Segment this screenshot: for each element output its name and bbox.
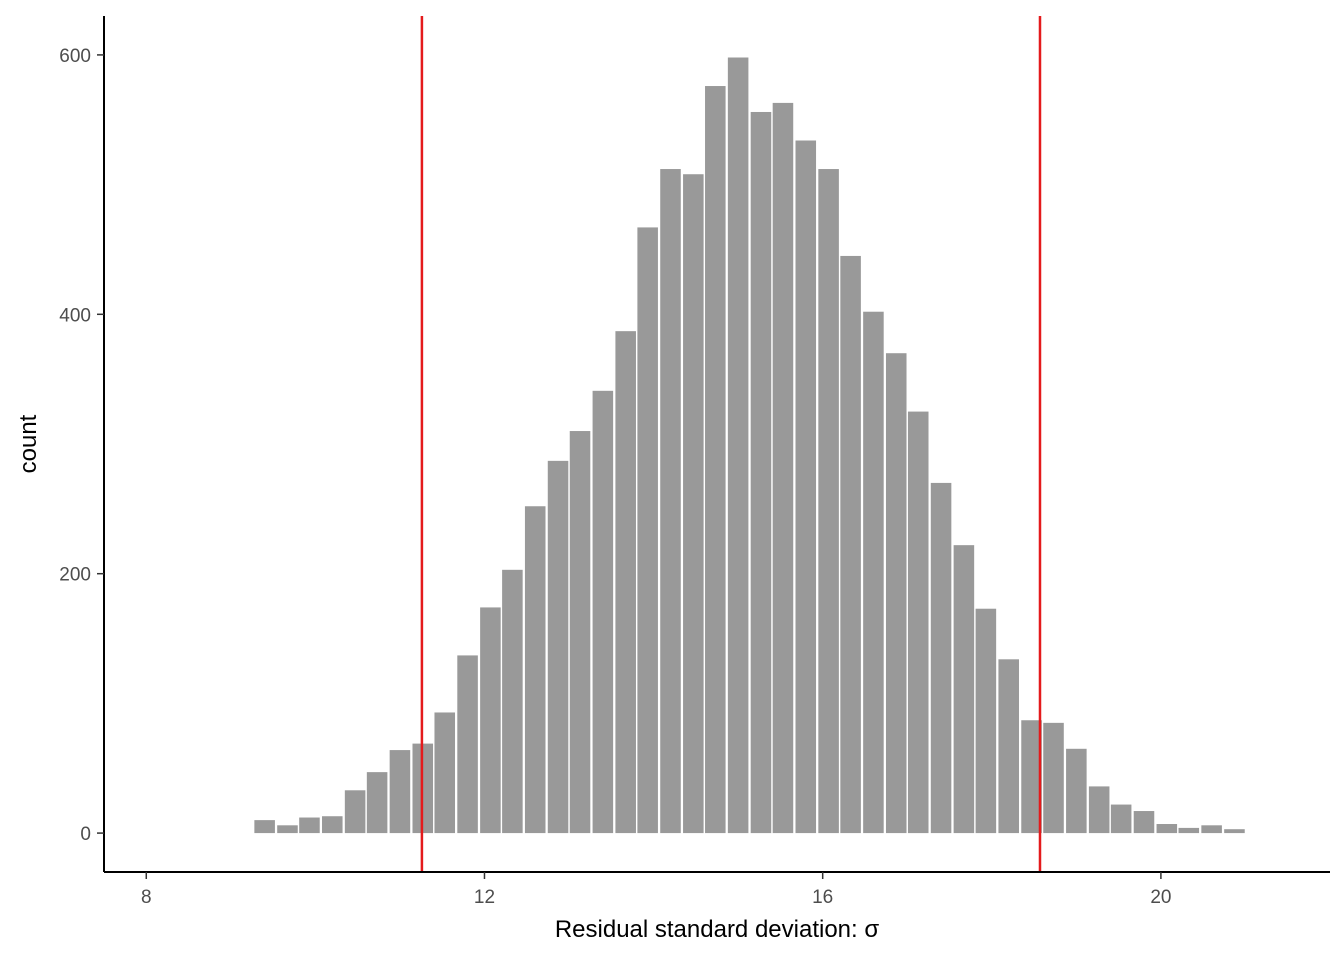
- histogram-bar: [299, 817, 320, 834]
- x-axis-ticks: 8 12 16 20: [141, 872, 1171, 908]
- x-tick-label: 12: [474, 887, 495, 908]
- y-tick-label: 600: [59, 46, 91, 67]
- histogram-bar: [975, 608, 997, 834]
- histogram-bar: [637, 227, 658, 834]
- histogram-bar: [389, 750, 411, 834]
- histogram-bar: [683, 174, 704, 834]
- histogram-bar: [524, 506, 546, 834]
- x-tick-label: 16: [812, 887, 833, 908]
- histogram-bar: [885, 353, 907, 834]
- histogram-bar: [592, 390, 614, 834]
- histogram-bar: [254, 820, 275, 834]
- x-tick-label: 20: [1150, 887, 1171, 908]
- histogram-bar: [1178, 827, 1200, 834]
- y-tick-label: 0: [80, 824, 91, 845]
- histogram-bar: [480, 607, 501, 834]
- histogram-bar: [457, 655, 478, 834]
- histogram-bar: [1201, 825, 1222, 834]
- histogram-bar: [818, 169, 839, 834]
- histogram-bar: [547, 460, 569, 834]
- histogram-bar: [1066, 748, 1087, 834]
- histogram-bar: [1088, 786, 1110, 834]
- histogram-bar: [322, 816, 343, 834]
- histogram-bar: [1133, 811, 1155, 834]
- histogram-bars: [254, 57, 1245, 834]
- histogram-bar: [863, 311, 884, 834]
- histogram-bar: [727, 57, 749, 834]
- interval-lines: [420, 16, 1042, 872]
- histogram-bar: [705, 86, 726, 834]
- histogram-bar: [615, 331, 636, 834]
- histogram-bar: [344, 790, 366, 834]
- y-axis-title: count: [15, 414, 42, 473]
- y-axis-ticks: 0 200 400 600: [59, 46, 104, 845]
- histogram-bar: [434, 712, 456, 834]
- histogram-bar: [277, 825, 298, 834]
- histogram-bar: [569, 431, 591, 834]
- histogram-bar: [1043, 722, 1064, 834]
- histogram-bar: [1156, 824, 1178, 834]
- histogram-bar: [795, 140, 817, 834]
- histogram-bar: [953, 545, 975, 834]
- histogram-bar: [502, 569, 523, 834]
- histogram-bar: [840, 255, 861, 834]
- y-tick-label: 200: [59, 565, 91, 586]
- x-tick-label: 8: [141, 887, 152, 908]
- histogram-bar: [1110, 804, 1132, 834]
- histogram-bar: [907, 411, 929, 834]
- y-tick-label: 400: [59, 305, 91, 326]
- histogram-bar: [1021, 720, 1042, 834]
- histogram-bar: [660, 169, 681, 834]
- histogram-bar: [366, 772, 388, 834]
- histogram-bar: [930, 482, 952, 834]
- histogram-bar: [772, 102, 794, 834]
- histogram-bar: [1224, 829, 1245, 834]
- histogram-bar: [998, 659, 1019, 834]
- x-axis-title: Residual standard deviation: σ: [555, 916, 880, 943]
- histogram-bar: [750, 111, 772, 834]
